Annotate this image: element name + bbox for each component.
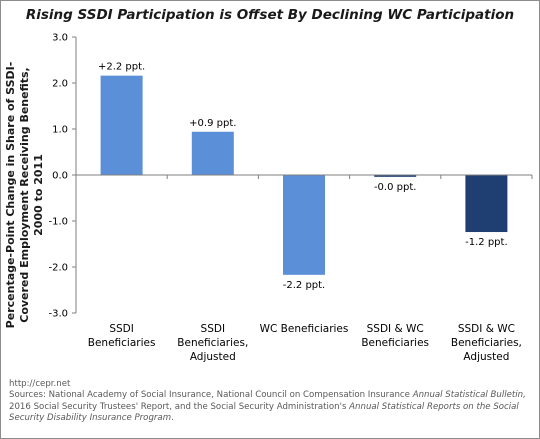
x-category-label: SSDI Beneficiaries, Adjusted [168, 322, 258, 364]
x-category-line: Beneficiaries [87, 337, 156, 349]
x-category-line: SSDI [109, 323, 134, 335]
sources-lead: Sources: National Academy of Social Insu… [9, 390, 413, 401]
sources-title-1: Annual Statistical Bulletin, [412, 390, 526, 401]
x-category-line: Beneficiaries, [177, 337, 249, 349]
y-tick-label: -2.0 [48, 263, 68, 274]
data-label: -2.2 ppt. [283, 280, 326, 291]
bar [374, 175, 417, 177]
chart-footer: http://cepr.net Sources: National Academ… [9, 379, 534, 424]
footer-sources: Sources: National Academy of Social Insu… [9, 390, 534, 424]
bar [283, 175, 325, 275]
bar [191, 131, 234, 175]
x-category-line: SSDI & WC [457, 323, 515, 335]
x-category-line: WC Beneficiaries [259, 323, 349, 335]
data-label: +0.9 ppt. [189, 118, 236, 129]
sources-mid: 2016 Social Security Trustees' Report, a… [9, 401, 350, 412]
y-tick-label: 2.0 [52, 79, 68, 90]
x-category-label: SSDI & WC Beneficiaries [350, 322, 440, 350]
x-category-label: SSDI Beneficiaries [77, 322, 167, 350]
x-category-line: Adjusted [463, 351, 510, 363]
data-label: -1.2 ppt. [465, 237, 508, 248]
y-tick-label: -3.0 [48, 309, 68, 320]
bar [100, 75, 143, 175]
y-tick-label: 0.0 [52, 171, 68, 182]
sources-end: . [171, 412, 174, 423]
bar [465, 175, 508, 233]
chart-title: Rising SSDI Participation is Offset By D… [25, 7, 515, 23]
sources-title-2: Annual Statistical Reports on the Social… [9, 401, 519, 423]
y-tick-label: 1.0 [52, 125, 68, 136]
footer-url: http://cepr.net [9, 379, 71, 389]
x-category-line: SSDI [200, 323, 226, 335]
x-category-line: Adjusted [189, 351, 236, 363]
x-category-line: SSDI & WC [366, 323, 424, 335]
data-label: -0.0 ppt. [374, 182, 417, 193]
y-tick-label: 3.0 [52, 33, 68, 44]
x-category-line: Beneficiaries [361, 337, 430, 349]
x-category-label: WC Beneficiaries [259, 322, 349, 336]
y-tick-label: -1.0 [48, 217, 68, 228]
x-category-line: Beneficiaries, [450, 337, 522, 349]
data-label: +2.2 ppt. [98, 62, 145, 73]
x-category-label: SSDI & WC Beneficiaries, Adjusted [441, 322, 531, 364]
